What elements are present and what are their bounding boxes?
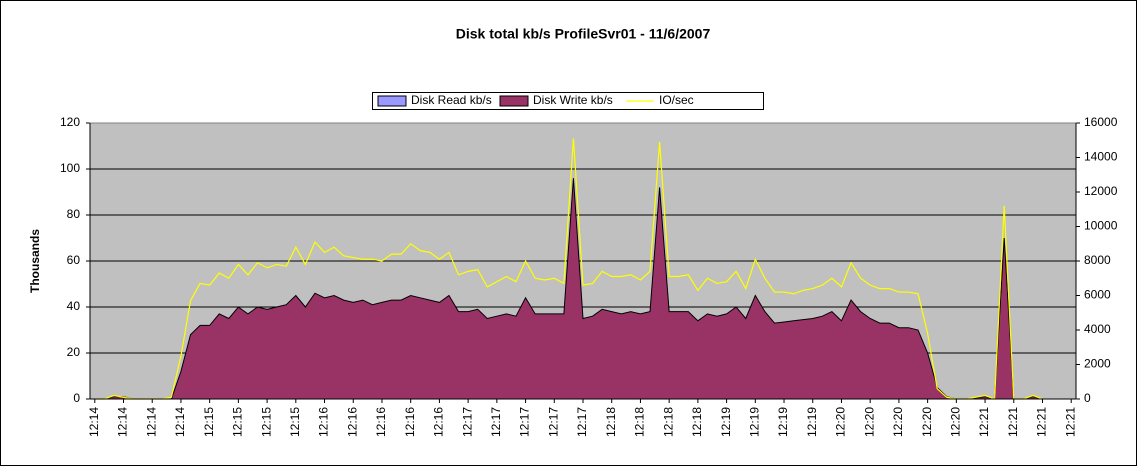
x-tick-label: 12:19	[805, 407, 819, 437]
legend-box	[372, 92, 764, 110]
legend-label: Disk Write kb/s	[533, 93, 613, 107]
y2-tick-label: 16000	[1084, 115, 1118, 129]
x-tick-label: 12:20	[862, 407, 876, 437]
y-tick-label: 20	[67, 345, 81, 359]
x-tick-label: 12:14	[173, 407, 187, 437]
y-tick-label: 100	[60, 161, 80, 175]
x-tick-label: 12:19	[719, 407, 733, 437]
x-tick-label: 12:14	[116, 407, 130, 437]
x-tick-label: 12:18	[604, 407, 618, 437]
x-tick-label: 12:18	[661, 407, 675, 437]
x-tick-label: 12:20	[834, 407, 848, 437]
x-tick-label: 12:16	[403, 407, 417, 437]
x-tick-label: 12:18	[690, 407, 704, 437]
legend-label: Disk Read kb/s	[411, 93, 492, 107]
x-tick-label: 12:21	[977, 407, 991, 437]
legend-label: IO/sec	[659, 93, 694, 107]
y2-tick-label: 8000	[1084, 253, 1111, 267]
line	[94, 138, 1043, 400]
y2-tick-label: 6000	[1084, 288, 1111, 302]
legend-key	[377, 95, 407, 107]
x-tick-label: 12:20	[891, 407, 905, 437]
x-tick-label: 12:16	[374, 407, 388, 437]
x-tick-label: 12:17	[460, 407, 474, 437]
y-tick-label: 120	[60, 115, 80, 129]
x-tick-label: 12:18	[633, 407, 647, 437]
x-tick-label: 12:14	[144, 407, 158, 437]
y2-tick-label: 2000	[1084, 357, 1111, 371]
x-tick-label: 12:17	[575, 407, 589, 437]
x-tick-label: 12:19	[776, 407, 790, 437]
x-tick-label: 12:20	[920, 407, 934, 437]
legend-key	[499, 95, 529, 107]
x-tick-label: 12:21	[1035, 407, 1049, 437]
y-tick-label: 60	[67, 253, 81, 267]
y-axis-label: Thousands	[28, 229, 42, 293]
x-tick-label: 12:21	[1063, 407, 1077, 437]
area	[94, 178, 1072, 400]
x-tick-label: 12:19	[747, 407, 761, 437]
x-tick-label: 12:17	[546, 407, 560, 437]
y-tick-label: 40	[67, 299, 81, 313]
y2-tick-label: 4000	[1084, 322, 1111, 336]
y-tick-label: 80	[67, 207, 81, 221]
x-tick-label: 12:16	[345, 407, 359, 437]
x-tick-label: 12:15	[202, 407, 216, 437]
x-tick-label: 12:20	[949, 407, 963, 437]
x-tick-label: 12:17	[489, 407, 503, 437]
x-tick-label: 12:15	[288, 407, 302, 437]
chart-title: Disk total kb/s ProfileSvr01 - 11/6/2007	[456, 26, 711, 42]
x-tick-label: 12:15	[231, 407, 245, 437]
x-tick-label: 12:15	[259, 407, 273, 437]
y2-tick-label: 0	[1084, 391, 1091, 405]
x-tick-label: 12:16	[317, 407, 331, 437]
y-tick-label: 0	[73, 391, 80, 405]
x-tick-label: 12:14	[87, 407, 101, 437]
y2-tick-label: 12000	[1084, 184, 1118, 198]
y2-tick-label: 14000	[1084, 150, 1118, 164]
x-tick-label: 12:16	[432, 407, 446, 437]
x-tick-label: 12:21	[1006, 407, 1020, 437]
y2-tick-label: 10000	[1084, 219, 1118, 233]
x-tick-label: 12:17	[518, 407, 532, 437]
